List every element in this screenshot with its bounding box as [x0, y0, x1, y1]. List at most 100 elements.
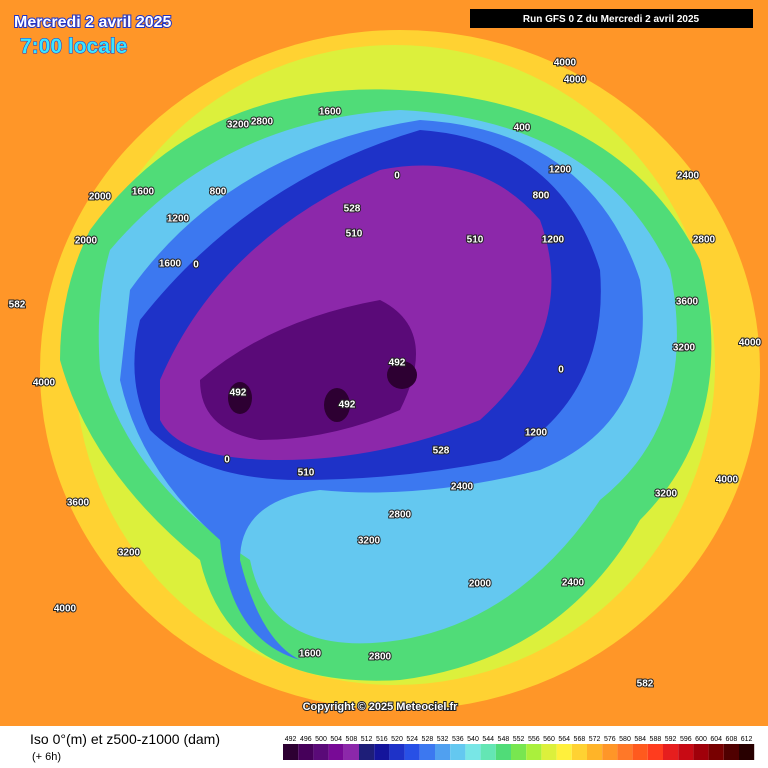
contour-label: 4000 [716, 475, 739, 486]
legend-label: 592 [665, 736, 677, 743]
contour-label: 1600 [159, 259, 182, 270]
caption: Iso 0°(m) et z500-z1000 (dam) [30, 731, 220, 747]
contour-label: 800 [210, 187, 227, 198]
legend-label: 608 [726, 736, 738, 743]
contour-label: 2800 [369, 652, 392, 663]
legend-label: 548 [498, 736, 510, 743]
contour-label: 400 [514, 123, 531, 134]
legend-swatch [617, 744, 633, 760]
legend-swatch [587, 744, 603, 760]
legend-label: 604 [710, 736, 722, 743]
contour-label: 0 [394, 171, 400, 182]
legend-swatch [480, 744, 496, 760]
contour-label: 4000 [554, 58, 577, 69]
contour-label: 0 [193, 260, 199, 271]
legend-label: 584 [634, 736, 646, 743]
legend-label: 504 [330, 736, 342, 743]
zone-deep-purple [200, 300, 416, 440]
legend-label: 520 [391, 736, 403, 743]
legend-swatch [632, 744, 648, 760]
legend-label: 516 [376, 736, 388, 743]
legend-swatch [663, 744, 679, 760]
run-box [470, 9, 753, 28]
legend-label: 552 [513, 736, 525, 743]
legend-swatch [723, 744, 739, 760]
legend-label: 596 [680, 736, 692, 743]
contour-label: 492 [339, 400, 356, 411]
legend-swatch [495, 744, 511, 760]
contour-label: 0 [558, 365, 564, 376]
legend-swatch [678, 744, 694, 760]
legend-swatch [313, 744, 329, 760]
legend-swatch [693, 744, 709, 760]
contour-label: 492 [389, 358, 406, 369]
legend-swatch [739, 744, 755, 760]
legend-swatch [419, 744, 435, 760]
legend-swatch [389, 744, 405, 760]
legend-swatch [556, 744, 572, 760]
contour-label: 2800 [693, 235, 716, 246]
contour-label: 582 [9, 300, 26, 311]
legend-label: 500 [315, 736, 327, 743]
contour-label: 2000 [89, 192, 112, 203]
legend-swatch [571, 744, 587, 760]
legend-label: 600 [695, 736, 707, 743]
legend-swatch [359, 744, 375, 760]
contour-label: 2800 [389, 510, 412, 521]
legend-swatch [526, 744, 542, 760]
contour-label: 510 [298, 468, 315, 479]
legend-swatch [283, 744, 299, 760]
legend-label: 528 [422, 736, 434, 743]
legend-label: 560 [543, 736, 555, 743]
legend-swatch [435, 744, 451, 760]
contour-label: 3200 [358, 536, 381, 547]
contour-label: 3200 [227, 120, 250, 131]
contour-label: 4000 [33, 378, 56, 389]
contour-label: 3200 [673, 343, 696, 354]
legend-swatch [541, 744, 557, 760]
step: (+ 6h) [32, 751, 61, 763]
contour-label: 1200 [525, 428, 548, 439]
legend-label: 612 [741, 736, 753, 743]
legend-label: 512 [361, 736, 373, 743]
legend-label: 564 [558, 736, 570, 743]
legend-label: 588 [650, 736, 662, 743]
contour-label: 528 [433, 446, 450, 457]
contour-label: 4000 [739, 338, 762, 349]
legend-label: 508 [346, 736, 358, 743]
legend-label: 572 [589, 736, 601, 743]
contour-label: 1200 [167, 214, 190, 225]
run-label: Run GFS 0 Z du Mercredi 2 avril 2025 [523, 14, 700, 25]
map: Run GFS 0 Z du Mercredi 2 avril 2025 Mer… [0, 0, 768, 726]
contour-label: 1600 [132, 187, 155, 198]
legend-swatch [511, 744, 527, 760]
legend-label: 556 [528, 736, 540, 743]
legend-swatch [328, 744, 344, 760]
contour-label: 510 [467, 235, 484, 246]
contour-label: 4000 [54, 604, 77, 615]
legend-swatch [374, 744, 390, 760]
contour-label: 3200 [118, 548, 141, 559]
contour-label: 2400 [562, 578, 585, 589]
low-core [228, 382, 252, 414]
map-time: 7:00 locale [20, 35, 127, 58]
legend-label: 568 [574, 736, 586, 743]
contour-label: 2400 [677, 171, 700, 182]
legend-label: 492 [285, 736, 297, 743]
contour-label: 4000 [564, 75, 587, 86]
legend-label: 496 [300, 736, 312, 743]
contour-label: 2000 [75, 236, 98, 247]
legend-label: 540 [467, 736, 479, 743]
legend-label: 580 [619, 736, 631, 743]
legend-swatch [708, 744, 724, 760]
contour-label: 0 [224, 455, 230, 466]
legend-label: 544 [482, 736, 494, 743]
contour-label: 2000 [469, 579, 492, 590]
contour-label: 2800 [251, 117, 274, 128]
low-core [387, 361, 417, 389]
legend-swatch [602, 744, 618, 760]
contour-label: 1200 [549, 165, 572, 176]
legend-swatch [298, 744, 314, 760]
contour-label: 492 [230, 388, 247, 399]
